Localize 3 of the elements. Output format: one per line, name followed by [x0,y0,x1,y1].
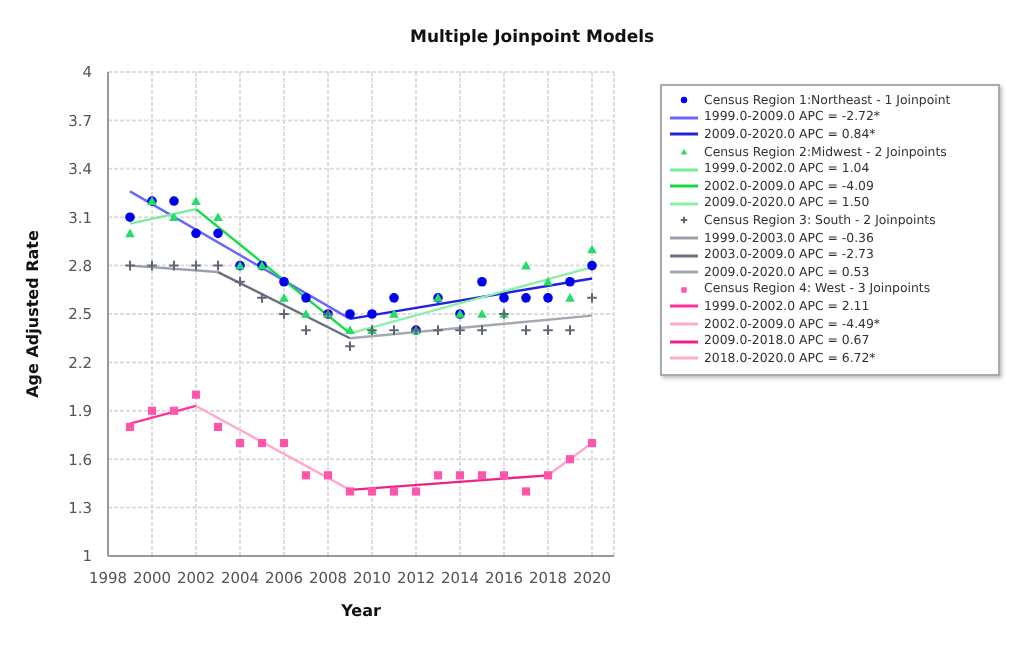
y-axis-title: Age Adjusted Rate [23,229,42,398]
chart-title: Multiple Joinpoint Models [410,28,655,48]
x-axis-title: Year [339,602,381,620]
